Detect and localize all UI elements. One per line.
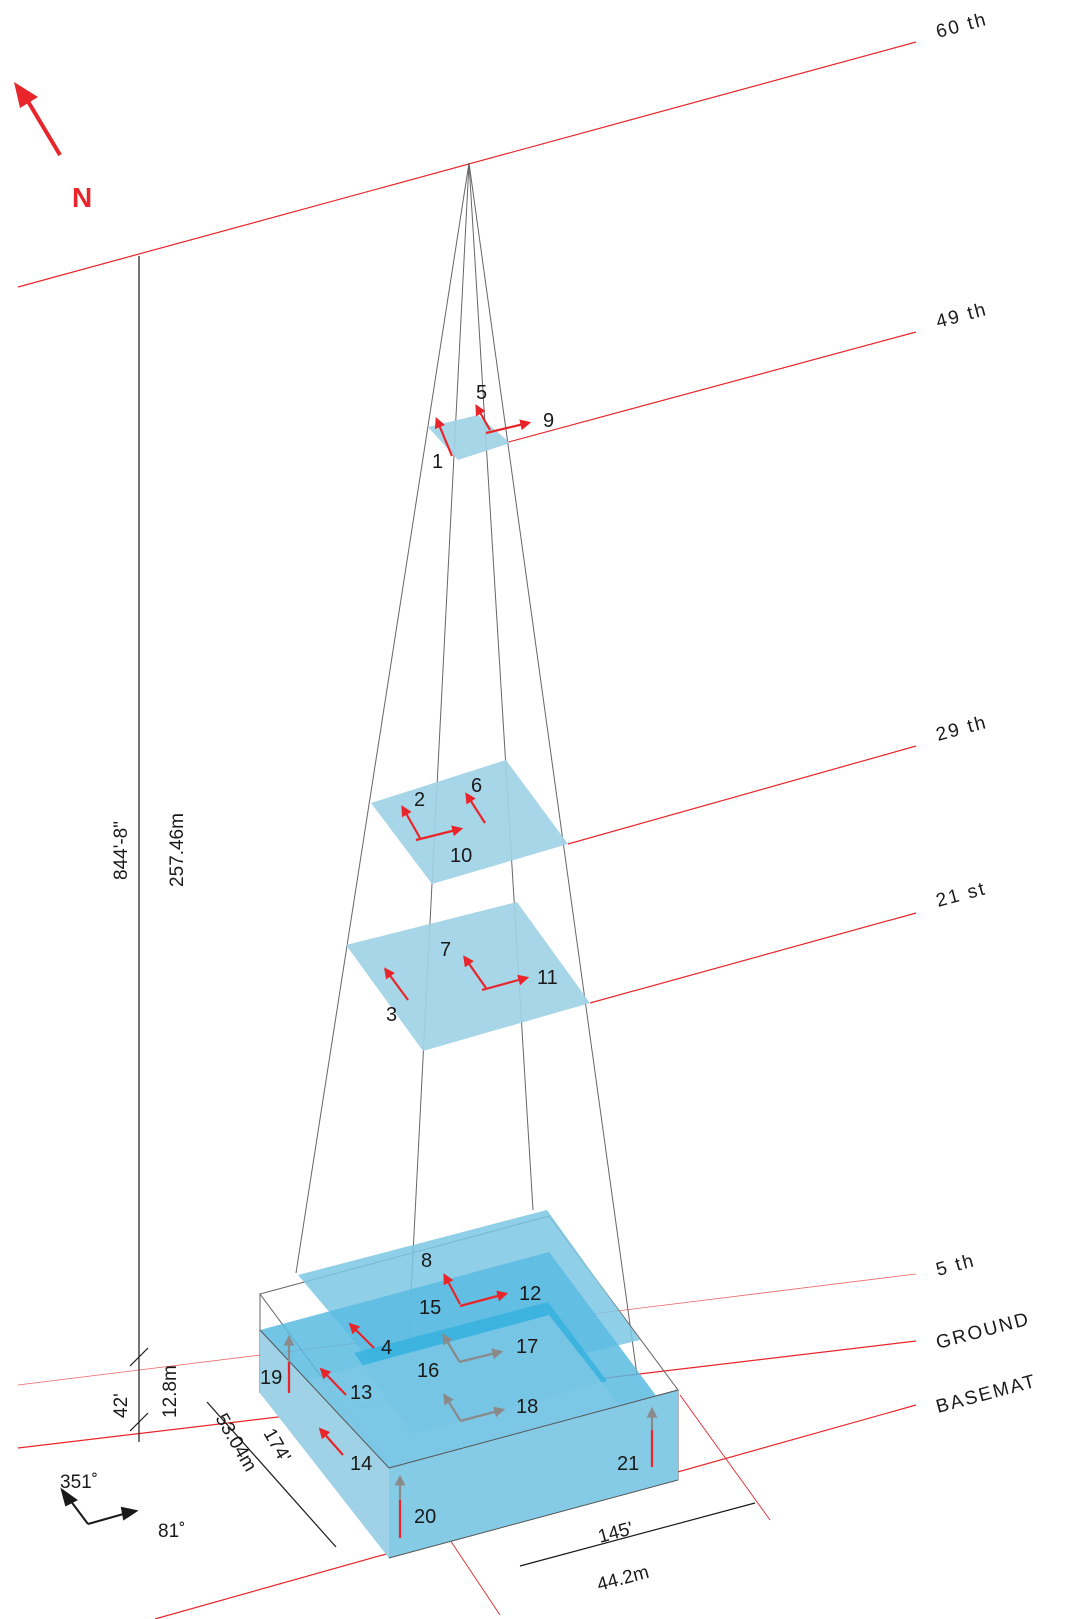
force-arrow-2 <box>401 805 421 839</box>
arrow-label-17: 17 <box>516 1336 538 1358</box>
height-tick <box>129 1412 149 1432</box>
base-height-ft: 42' <box>111 1393 132 1418</box>
force-arrow-11 <box>481 974 530 992</box>
extension-line <box>679 1394 771 1521</box>
arrow-label-12: 12 <box>519 1283 541 1305</box>
depth-ft: 174' <box>259 1425 295 1466</box>
arrow-label-11: 11 <box>537 967 558 989</box>
arrow-label-16: 16 <box>417 1360 439 1382</box>
level-labels: 60 th 49 th 29 th 21 st 5 th GROUND BASE… <box>934 9 1039 1418</box>
base-height-m: 12.8m <box>160 1365 181 1418</box>
level-label-5: 5 th <box>934 1250 978 1281</box>
force-arrow-5 <box>475 404 491 431</box>
width-m: 44.2m <box>595 1562 651 1596</box>
north-label: N <box>72 182 92 213</box>
level-line-21 <box>589 912 917 1004</box>
arrow-label-3: 3 <box>386 1004 397 1026</box>
level-label-ground: GROUND <box>934 1309 1033 1354</box>
force-arrows <box>283 404 658 1538</box>
arrow-label-8: 8 <box>421 1250 432 1272</box>
compass: 351˚ 81˚ <box>60 1472 185 1542</box>
pyramid-edge <box>405 162 470 1391</box>
level-label-60: 60 th <box>934 9 990 43</box>
arrow-label-10: 10 <box>450 845 472 867</box>
force-arrow-16 <box>443 1393 461 1421</box>
width-ft: 145' <box>596 1518 636 1547</box>
base-edge <box>388 1389 679 1469</box>
level-label-29: 29 th <box>934 712 990 746</box>
arrow-label-15: 15 <box>419 1297 441 1319</box>
force-arrow-18 <box>459 1406 506 1423</box>
level-label-49: 49 th <box>934 299 990 333</box>
force-arrow-17 <box>458 1348 504 1364</box>
width-dimension-line <box>519 1502 756 1567</box>
force-arrow-12 <box>459 1290 509 1308</box>
north-indicator: N <box>14 82 92 213</box>
pyramid-edge <box>468 162 534 1211</box>
total-height-m: 257.46m <box>167 813 188 887</box>
slab-21 <box>346 902 590 1051</box>
force-arrow-7 <box>463 955 487 989</box>
arrow-label-9: 9 <box>543 410 554 432</box>
force-arrow-10 <box>415 825 464 842</box>
floor-slabs <box>346 415 590 1051</box>
basemat-side-face <box>260 1330 389 1558</box>
force-arrow-14 <box>318 1427 344 1456</box>
base-edge <box>388 1479 679 1559</box>
arrow-label-19: 19 <box>260 1367 282 1389</box>
north-arrow-icon <box>14 82 62 157</box>
arrow-label-6: 6 <box>471 775 482 797</box>
height-tick <box>129 1347 149 1367</box>
slab-29 <box>371 760 568 884</box>
force-arrow-13 <box>319 1367 347 1396</box>
arrow-label-7: 7 <box>440 939 451 961</box>
compass-angle-81: 81˚ <box>158 1521 185 1542</box>
arrow-label-21: 21 <box>617 1453 639 1475</box>
arrow-label-2: 2 <box>414 789 425 811</box>
level-label-basemat: BASEMAT <box>934 1371 1039 1418</box>
compass-angle-351: 351˚ <box>60 1472 98 1493</box>
arrow-label-1: 1 <box>432 451 443 473</box>
pyramid-edge <box>295 162 470 1274</box>
arrow-labels: 1 5 9 2 6 10 7 11 3 8 12 15 17 4 16 19 1… <box>260 382 639 1528</box>
arrow-label-14: 14 <box>350 1453 372 1475</box>
total-height-ft: 844'-8" <box>111 821 132 880</box>
force-arrow-6 <box>465 792 486 824</box>
compass-axes-icon <box>60 1487 139 1525</box>
plan-dimensions <box>206 1401 756 1567</box>
force-arrow-9 <box>485 419 532 435</box>
arrow-label-5: 5 <box>476 382 487 404</box>
base-block <box>259 1210 679 1559</box>
depth-dimension-line <box>206 1401 337 1548</box>
arrow-label-4: 4 <box>381 1337 392 1359</box>
level-label-21: 21 st <box>934 878 989 912</box>
force-arrow-8 <box>443 1273 461 1305</box>
arrow-label-13: 13 <box>350 1382 372 1404</box>
level-line-60 <box>17 41 917 288</box>
base-edge <box>259 1329 390 1469</box>
arrow-label-18: 18 <box>516 1396 538 1418</box>
level-line-49 <box>504 331 917 444</box>
force-arrow-15 <box>442 1333 460 1362</box>
force-arrow-4 <box>348 1322 375 1349</box>
level-line-29 <box>567 745 917 845</box>
force-arrow-1 <box>434 416 454 457</box>
force-arrow-3 <box>384 967 409 1001</box>
pyramid-edge <box>468 162 638 1376</box>
basemat-front-face <box>389 1390 678 1558</box>
height-dimensions <box>129 256 149 1442</box>
pyramid-wireframe <box>295 162 638 1391</box>
arrow-label-20: 20 <box>414 1506 436 1528</box>
